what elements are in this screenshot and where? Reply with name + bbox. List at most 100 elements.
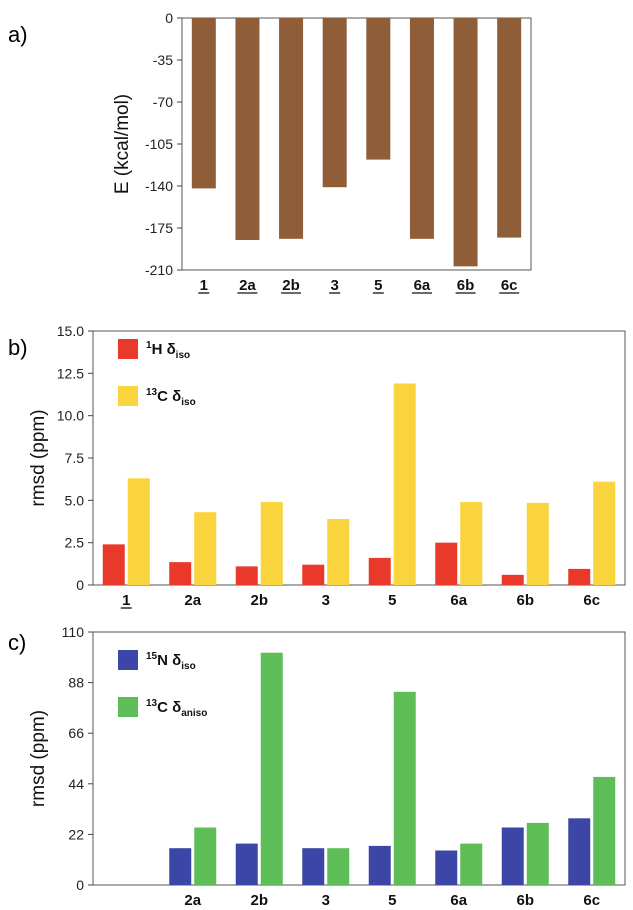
category-label-2a: 2a	[184, 592, 201, 609]
panel-label: b)	[8, 335, 28, 360]
y-tick-label: 10.0	[57, 408, 84, 424]
category-label-6b: 6b	[457, 277, 475, 294]
y-tick-label: 88	[68, 675, 84, 691]
y-tick-label: 66	[68, 725, 84, 741]
bar-1-s0	[191, 18, 216, 189]
category-label-2b: 2b	[250, 592, 268, 609]
y-axis-label: rmsd (ppm)	[28, 710, 49, 807]
legend-label: 13C δaniso	[146, 698, 207, 719]
bar-3-s0	[302, 564, 325, 585]
bar-6a-s0	[435, 542, 458, 585]
bar-3-s1	[327, 518, 350, 585]
bar-1-s0	[102, 544, 125, 585]
y-tick-label: -35	[153, 52, 173, 68]
chart-panel-c: c) 0 22 44 66 88 110 rmsd (ppm) 2a 2b 3 5 6a 6b 6c 15N …	[8, 624, 626, 909]
bar-5-s0	[368, 557, 391, 585]
bar-3-s0	[302, 848, 325, 885]
category-label-6c: 6c	[501, 277, 518, 294]
y-tick-label: 0	[165, 10, 173, 26]
y-tick-label: -175	[145, 220, 173, 236]
y-tick-label: 0	[76, 577, 84, 593]
category-label-2a: 2a	[239, 277, 256, 294]
legend-subscript: iso	[176, 350, 190, 361]
category-label-6a: 6a	[450, 892, 467, 909]
bar-6b-s0	[501, 827, 524, 885]
category-label-5: 5	[388, 892, 396, 909]
bar-2b-s0	[235, 566, 258, 585]
bar-6c-s1	[593, 776, 616, 885]
y-axis-label: rmsd (ppm)	[28, 409, 49, 506]
category-label-6a: 6a	[414, 277, 431, 294]
bar-1-s1	[127, 478, 150, 585]
category-label-6c: 6c	[583, 892, 600, 909]
legend-main-text: C δ	[157, 388, 181, 405]
legend-main-text: C δ	[157, 699, 181, 716]
bar-2b-s0	[235, 843, 258, 885]
legend-superscript: 1	[146, 340, 152, 351]
y-tick-label: 15.0	[57, 323, 84, 339]
bar-3-s0	[322, 18, 347, 188]
bar-5-s1	[393, 383, 416, 585]
category-label-3: 3	[322, 592, 330, 609]
legend-swatch	[118, 697, 138, 717]
bar-2a-s1	[194, 827, 217, 885]
y-tick-label: 7.5	[65, 450, 85, 466]
chart-panel-b: b) 0 2.5 5.0 7.5 10.0 12.5 15.0 rmsd (ppm) 1 2a 2b 3…	[8, 323, 626, 609]
bar-2a-s0	[235, 18, 260, 240]
category-label-6a: 6a	[450, 592, 467, 609]
legend-superscript: 15	[146, 651, 158, 662]
plot-frame	[92, 631, 626, 886]
y-tick-label: 0	[76, 877, 84, 893]
category-label-3: 3	[331, 277, 339, 294]
category-label-6b: 6b	[516, 592, 534, 609]
bar-6c-s0	[568, 818, 591, 885]
legend-superscript: 13	[146, 698, 158, 709]
category-label-1: 1	[200, 277, 208, 294]
y-tick-label: 22	[68, 826, 84, 842]
legend-label: 13C δiso	[146, 387, 196, 408]
bar-6a-s0	[435, 850, 458, 885]
bar-5-s0	[368, 845, 391, 885]
bar-2a-s0	[169, 848, 192, 885]
plot-frame	[181, 17, 532, 271]
category-label-2b: 2b	[282, 277, 300, 294]
legend-label: 1H δiso	[146, 340, 190, 361]
category-label-1: 1	[122, 592, 130, 609]
bar-5-s1	[393, 691, 416, 885]
legend-swatch	[118, 650, 138, 670]
category-label-6b: 6b	[516, 892, 534, 909]
category-label-3: 3	[322, 892, 330, 909]
category-label-5: 5	[374, 277, 382, 294]
bar-6c-s0	[568, 568, 591, 585]
category-label-6c: 6c	[583, 592, 600, 609]
category-label-5: 5	[388, 592, 396, 609]
panel-label: a)	[8, 22, 28, 47]
legend-subscript: aniso	[181, 708, 207, 719]
bar-6c-s0	[497, 18, 522, 238]
category-label-2a: 2a	[184, 892, 201, 909]
bar-5-s0	[366, 18, 391, 160]
bar-3-s1	[327, 848, 350, 885]
y-tick-label: -70	[153, 94, 173, 110]
legend-main-text: H δ	[152, 341, 176, 358]
panel-label: c)	[8, 630, 26, 655]
y-tick-label: 12.5	[57, 365, 84, 381]
bar-6b-s0	[501, 574, 524, 585]
legend-label: 15N δiso	[146, 651, 196, 672]
bar-6b-s1	[526, 502, 549, 585]
legend-swatch	[118, 339, 138, 359]
bar-6a-s1	[460, 843, 483, 885]
legend-main-text: N δ	[157, 652, 181, 669]
y-tick-label: -105	[145, 136, 173, 152]
bar-6a-s0	[409, 18, 434, 239]
y-axis-label: E (kcal/mol)	[112, 94, 133, 194]
bar-2b-s0	[279, 18, 304, 239]
bar-2b-s1	[260, 652, 283, 885]
bar-6b-s0	[453, 18, 478, 267]
y-tick-label: -140	[145, 178, 173, 194]
legend-swatch	[118, 386, 138, 406]
y-tick-label: 44	[68, 776, 84, 792]
legend-subscript: iso	[181, 661, 195, 672]
legend-superscript: 13	[146, 387, 158, 398]
